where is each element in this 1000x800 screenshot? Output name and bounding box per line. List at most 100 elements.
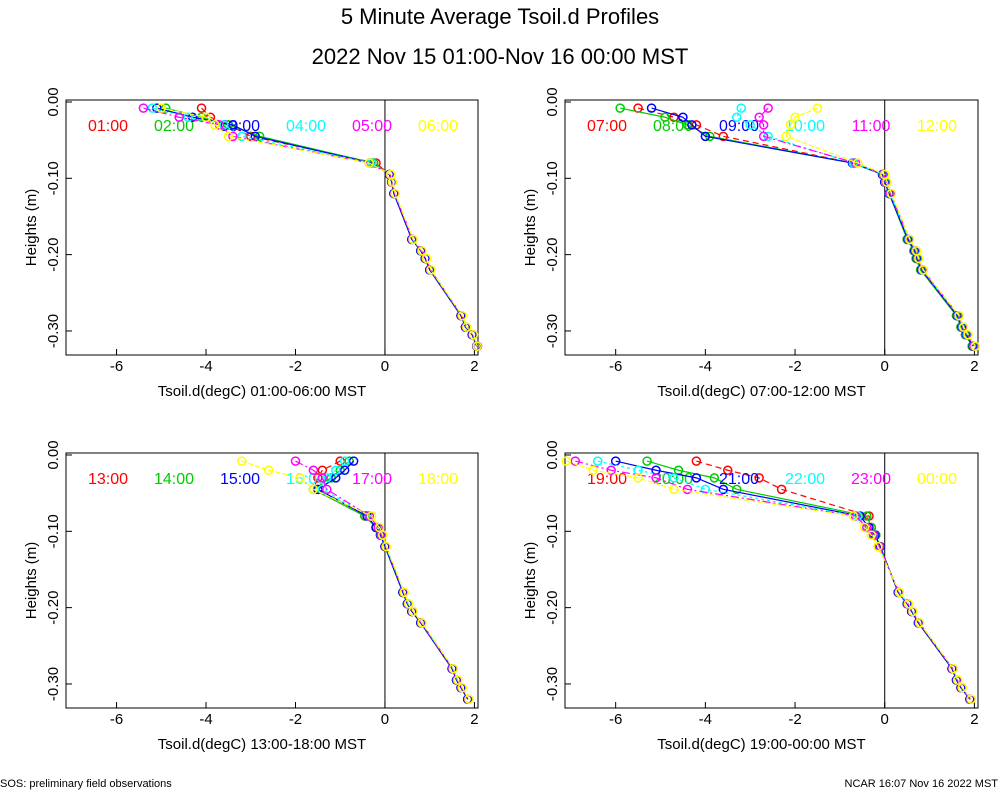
profile-point	[776, 484, 787, 495]
profile-point	[462, 322, 472, 332]
y-axis-label: Heights (m)	[23, 542, 40, 620]
x-tick-label: 0	[381, 711, 389, 728]
profile-point	[691, 456, 702, 466]
legend-label: 02:00	[154, 118, 194, 135]
x-tick-label: -2	[788, 358, 801, 375]
profile-line	[785, 107, 976, 347]
legend-label: 03:00	[220, 118, 260, 135]
profile-point	[687, 120, 697, 130]
profile-point	[862, 511, 872, 521]
profile-point	[201, 112, 211, 122]
profile-point	[763, 103, 773, 113]
legend-label: 22:00	[785, 471, 825, 488]
profile-point	[322, 484, 332, 495]
profile-point	[963, 330, 973, 340]
profile-point	[317, 473, 328, 483]
profile-point	[468, 330, 479, 340]
profile-point	[457, 683, 468, 693]
profile-point	[348, 456, 359, 466]
profile-point	[313, 473, 323, 483]
profile-point	[651, 473, 661, 483]
profile-point	[970, 341, 981, 351]
profile-point	[908, 606, 918, 617]
y-tick-label: -0.30	[544, 667, 561, 701]
profile-point	[570, 456, 581, 466]
y-tick-label: -0.20	[544, 591, 561, 625]
profile-line	[295, 460, 470, 700]
profile-point	[633, 473, 643, 483]
profile-point	[914, 253, 924, 264]
y-tick-label: -0.30	[544, 314, 561, 348]
profile-point	[718, 484, 729, 495]
plot-frame	[564, 99, 979, 356]
profile-point	[196, 103, 207, 113]
profile-point	[374, 522, 385, 533]
profile-point	[669, 112, 679, 122]
y-tick-label: -0.20	[544, 238, 561, 272]
x-tick-label: -2	[788, 711, 801, 728]
profile-point	[408, 606, 418, 617]
profile-point	[958, 322, 969, 332]
legend-label: 21:00	[719, 471, 759, 488]
profile-point	[682, 484, 693, 495]
profile-line	[161, 107, 478, 347]
profile-point	[399, 587, 409, 598]
profile-point	[790, 112, 800, 122]
legend-label: 01:00	[88, 118, 128, 135]
profile-point	[691, 473, 702, 483]
legend-label: 00:00	[917, 471, 957, 488]
profile-line	[312, 460, 469, 700]
profile-point	[421, 253, 432, 264]
footer-right: NCAR 16:07 Nov 16 2022 MST	[845, 778, 999, 790]
profile-point	[174, 112, 184, 122]
x-tick-label: -6	[609, 358, 622, 375]
x-tick-label: -4	[699, 358, 712, 375]
profile-point	[210, 120, 220, 130]
profile-point	[417, 246, 427, 256]
profile-line	[620, 107, 973, 347]
profile-line	[316, 460, 469, 700]
profile-point	[966, 694, 977, 704]
legend-label: 08:00	[653, 118, 693, 135]
x-tick-label: -4	[199, 711, 212, 728]
legend-label: 13:00	[88, 471, 128, 488]
x-axis-label: Tsoil.d(degC) 01:00-06:00 MST	[158, 383, 366, 400]
y-axis-label: Heights (m)	[522, 542, 539, 620]
profile-point	[156, 103, 167, 113]
profile-point	[954, 310, 964, 321]
profile-point	[308, 484, 319, 495]
profile-point	[660, 112, 670, 122]
profile-point	[339, 465, 350, 475]
profile-point	[754, 473, 764, 483]
profile-point	[448, 663, 459, 674]
profile-line	[597, 460, 972, 700]
y-tick-label: -0.10	[45, 161, 62, 195]
profile-point	[364, 158, 375, 168]
profile-point	[866, 530, 877, 540]
profile-line	[758, 107, 975, 347]
profile-line	[575, 460, 972, 700]
x-tick-label: -4	[699, 711, 712, 728]
legend-label: 10:00	[785, 118, 825, 135]
profile-point	[561, 456, 572, 466]
legend-label: 15:00	[220, 471, 260, 488]
plot-frame	[65, 99, 479, 356]
y-tick-label: -0.20	[45, 591, 62, 625]
legend-label: 09:00	[719, 118, 759, 135]
profile-point	[263, 465, 274, 475]
y-tick-label: 0.00	[544, 87, 561, 116]
profile-point	[873, 541, 883, 552]
profile-point	[905, 234, 915, 245]
legend-label: 11:00	[852, 118, 891, 135]
legend-label: 06:00	[418, 118, 458, 135]
profile-point	[754, 112, 764, 122]
profile-point	[295, 473, 305, 483]
profile-point	[408, 234, 418, 245]
y-tick-label: 0.00	[45, 87, 62, 116]
profile-line	[646, 460, 971, 700]
profile-point	[464, 694, 474, 704]
y-tick-label: -0.20	[45, 238, 62, 272]
profile-point	[957, 683, 968, 693]
y-tick-label: -0.10	[544, 514, 561, 548]
profile-point	[918, 265, 929, 275]
